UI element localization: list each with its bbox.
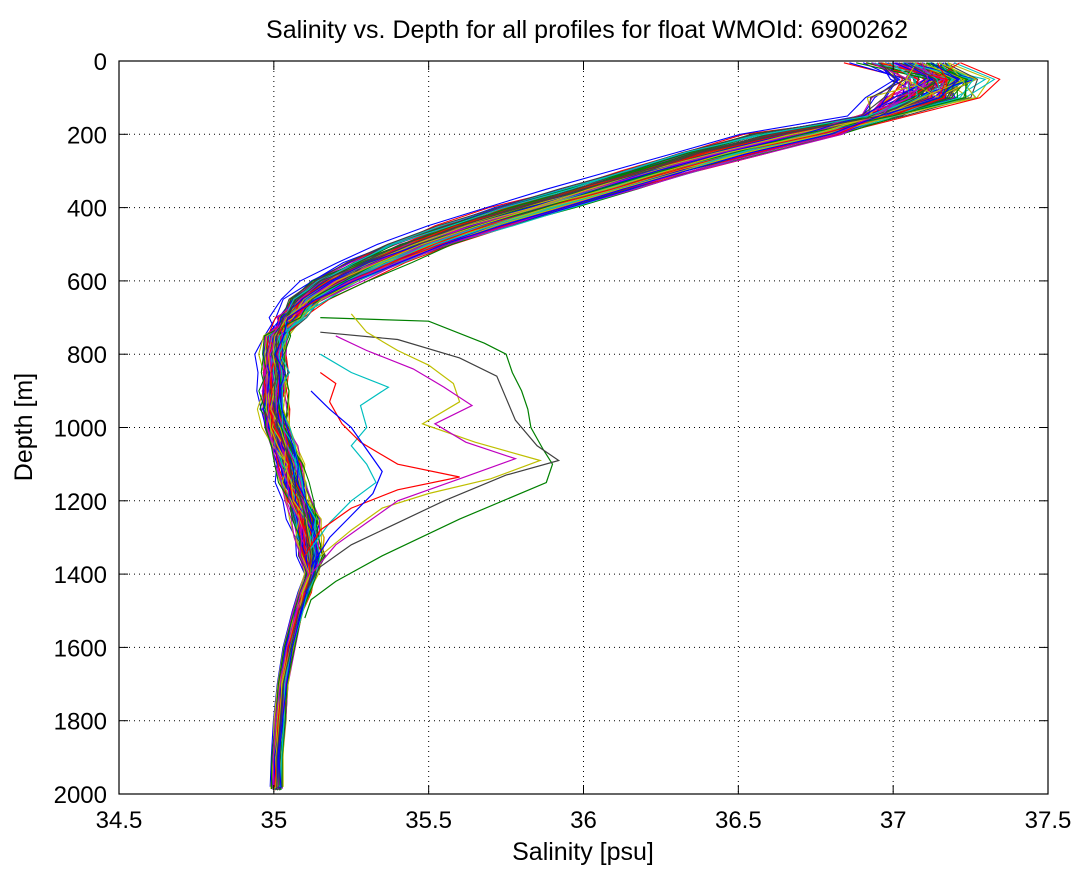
x-tick-label: 34.5: [96, 807, 143, 834]
y-tick-label: 1000: [54, 416, 107, 443]
profile-line: [274, 62, 961, 789]
profile-line: [258, 62, 967, 790]
x-tick-label: 36: [570, 807, 597, 834]
y-tick-label: 2000: [54, 782, 107, 809]
y-axis-title: Depth [m]: [10, 373, 38, 481]
x-tick-label: 37: [880, 807, 907, 834]
ticks-layer: 34.5 35 35.5 36 36.5 37 37.5 0 200 400 600 800 1000 1…: [54, 49, 1072, 834]
x-tick-label: 37.5: [1025, 807, 1072, 834]
profile-line-anomalous: [304, 372, 460, 557]
y-tick-label: 200: [67, 122, 107, 149]
x-axis-title: Salinity [psu]: [512, 838, 654, 866]
profile-line-anomalous: [310, 353, 390, 549]
x-tick-label: 36.5: [715, 807, 762, 834]
anomaly-layer: [304, 313, 561, 619]
y-tick-label: 1600: [54, 635, 107, 662]
y-tick-label: 1800: [54, 709, 107, 736]
x-tick-label: 35: [260, 807, 287, 834]
x-tick-label: 35.5: [405, 807, 452, 834]
profile-line: [265, 62, 929, 787]
grid-layer: [119, 61, 1048, 794]
chart-title: Salinity vs. Depth for all profiles for …: [266, 16, 908, 44]
y-tick-label: 1400: [54, 562, 107, 589]
y-tick-label: 0: [94, 49, 107, 76]
y-tick-label: 800: [67, 342, 107, 369]
profile-line-anomalous: [310, 335, 518, 575]
y-tick-label: 400: [67, 196, 107, 223]
profile-line-anomalous: [304, 331, 561, 593]
profile-line-anomalous: [304, 317, 554, 619]
y-tick-label: 600: [67, 269, 107, 296]
y-tick-label: 1200: [54, 489, 107, 516]
profiles-layer: [254, 62, 1001, 791]
profile-line-anomalous: [310, 390, 383, 568]
